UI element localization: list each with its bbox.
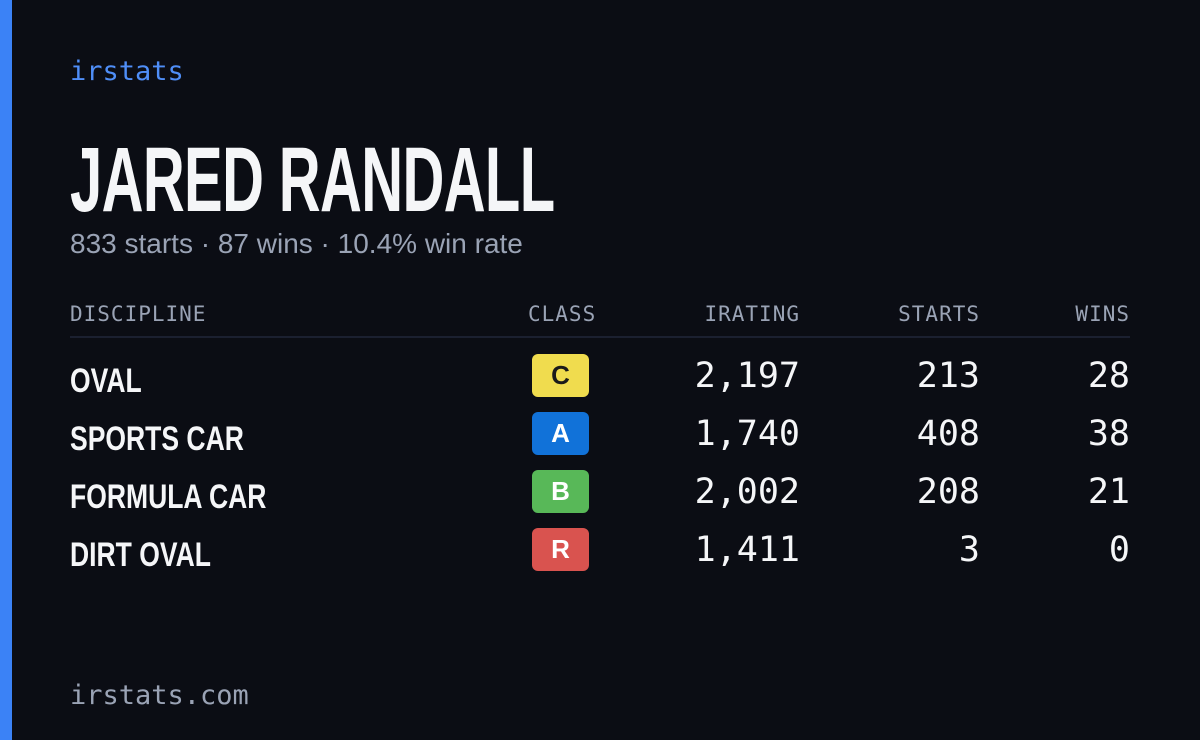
wins: 21: [1087, 472, 1130, 512]
footer: irstats.com: [70, 680, 249, 711]
starts: 213: [916, 356, 980, 396]
irating: 2,002: [694, 472, 800, 512]
brand: irstats: [70, 56, 184, 87]
discipline: DIRT OVAL: [70, 536, 211, 574]
class-badge: B: [532, 470, 589, 513]
wins: 28: [1087, 356, 1130, 396]
column-header: CLASS: [528, 302, 597, 326]
column-header: STARTS: [898, 302, 980, 326]
discipline: FORMULA CAR: [70, 478, 267, 516]
starts: 208: [916, 472, 980, 512]
summary: 833 starts · 87 wins · 10.4% win rate: [70, 228, 523, 259]
discipline: SPORTS CAR: [70, 420, 244, 458]
column-header: WINS: [1075, 302, 1130, 326]
class-badge: A: [532, 412, 589, 455]
wins: 0: [1108, 530, 1130, 570]
divider: [70, 336, 1130, 338]
discipline: OVAL: [70, 362, 142, 400]
class-badge: C: [532, 354, 589, 397]
starts: 408: [916, 414, 980, 454]
accent-stripe: [0, 0, 12, 740]
column-header: DISCIPLINE: [70, 302, 207, 326]
wins: 38: [1087, 414, 1130, 454]
irating: 1,411: [694, 530, 800, 570]
irating: 1,740: [694, 414, 800, 454]
irating: 2,197: [694, 356, 800, 396]
class-badge: R: [532, 528, 589, 571]
player-name: JARED RANDALL: [70, 129, 555, 231]
column-header: IRATING: [704, 302, 800, 326]
starts: 3: [958, 530, 980, 570]
